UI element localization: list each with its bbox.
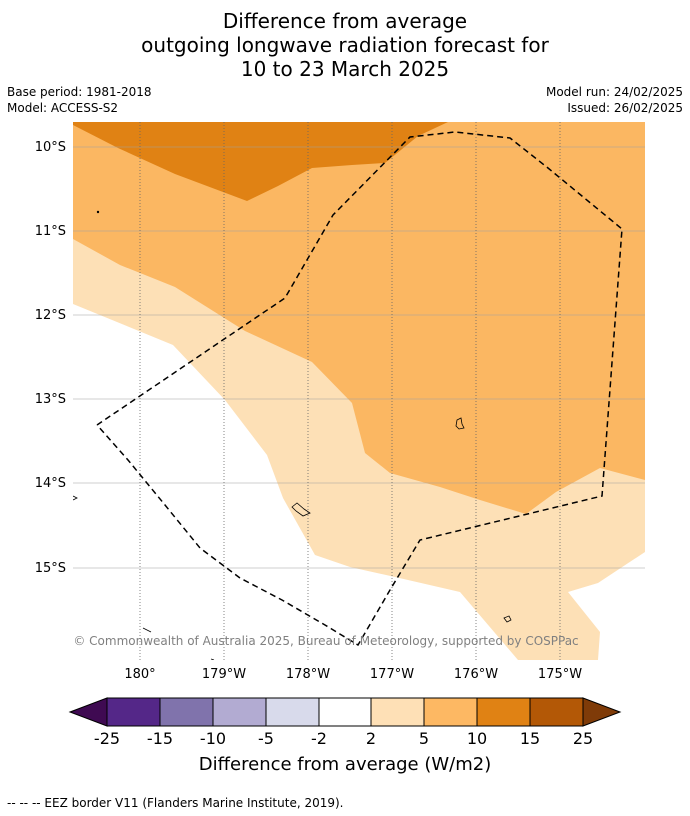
colorbar-segment-1	[106, 697, 161, 727]
colorbar-tick-10: 25	[573, 729, 593, 748]
lon-label-180: 180°	[124, 667, 155, 682]
colorbar-segment-2	[159, 697, 214, 727]
lat-gridlines	[73, 146, 645, 569]
lon-labels: 180° 179°W 178°W 177°W 176°W 175°W	[124, 667, 582, 682]
title-line-2: outgoing longwave radiation forecast for	[141, 33, 549, 57]
lat-label-13s: 13°S	[35, 392, 66, 407]
island-2	[291, 502, 311, 517]
colorbar-segment-6	[370, 697, 425, 727]
colorbar-segment-4	[265, 697, 320, 727]
colorbar-tick-6: 2	[366, 729, 376, 748]
island-6	[73, 495, 78, 501]
lon-label-178w: 178°W	[286, 667, 330, 682]
issued-date: Issued: 26/02/2025	[567, 101, 683, 115]
anomaly-region-5-10	[73, 122, 645, 514]
colorbar-segment-7	[423, 697, 478, 727]
title-line-3: 10 to 23 March 2025	[240, 57, 450, 81]
colorbar-ticks: -25 -15 -10 -5 -2 2 5 10 15 25	[94, 729, 593, 748]
meta-left: Base period: 1981-2018 Model: ACCESS-S2	[7, 84, 152, 116]
copyright-text: © Commonwealth of Australia 2025, Bureau…	[73, 634, 578, 648]
colorbar-segment-5	[318, 697, 372, 727]
colorbar-tick-5: -2	[311, 729, 327, 748]
eez-legend: -- -- -- EEZ border V11 (Flanders Marine…	[7, 796, 344, 810]
meta-right: Model run: 24/02/2025 Issued: 26/02/2025	[546, 84, 683, 116]
island-3	[503, 615, 512, 623]
lat-label-15s: 15°S	[35, 561, 66, 576]
colorbar-tick-7: 5	[419, 729, 429, 748]
colorbar-segment-3	[212, 697, 267, 727]
lat-label-12s: 12°S	[35, 308, 66, 323]
island-5	[96, 210, 100, 214]
lon-label-175w: 175°W	[538, 667, 582, 682]
colorbar-segment-8	[476, 697, 531, 727]
lat-label-11s: 11°S	[35, 224, 66, 239]
model-run: Model run: 24/02/2025	[545, 85, 683, 99]
colorbar	[68, 697, 622, 727]
base-period: Base period: 1981-2018	[7, 85, 152, 99]
colorbar-tick-9: 15	[520, 729, 540, 748]
lat-label-10s: 10°S	[35, 140, 66, 155]
colorbar-tick-8: 10	[467, 729, 487, 748]
island-1	[455, 417, 465, 430]
lon-label-177w: 177°W	[370, 667, 414, 682]
islands	[73, 210, 512, 660]
island-4	[142, 627, 152, 633]
lon-label-176w: 176°W	[454, 667, 498, 682]
island-7	[210, 658, 215, 660]
map-area: © Commonwealth of Australia 2025, Bureau…	[73, 122, 645, 660]
colorbar-tick-4: -5	[258, 729, 274, 748]
colorbar-tick-1: -25	[94, 729, 120, 748]
lat-label-14s: 14°S	[35, 476, 66, 491]
colorbar-label: Difference from average (W/m2)	[199, 754, 491, 775]
lon-label-179w: 179°W	[202, 667, 246, 682]
colorbar-segment-9	[529, 697, 584, 727]
colorbar-extend-high	[582, 697, 622, 727]
colorbar-tick-3: -10	[200, 729, 226, 748]
eez-border	[96, 131, 623, 647]
model-name: Model: ACCESS-S2	[7, 101, 119, 115]
colorbar-extend-low	[68, 697, 108, 727]
anomaly-region-10-15	[73, 122, 448, 201]
colorbar-tick-2: -15	[147, 729, 173, 748]
title-line-1: Difference from average	[222, 9, 468, 33]
lat-labels: 10°S 11°S 12°S 13°S 14°S 15°S	[35, 140, 66, 576]
